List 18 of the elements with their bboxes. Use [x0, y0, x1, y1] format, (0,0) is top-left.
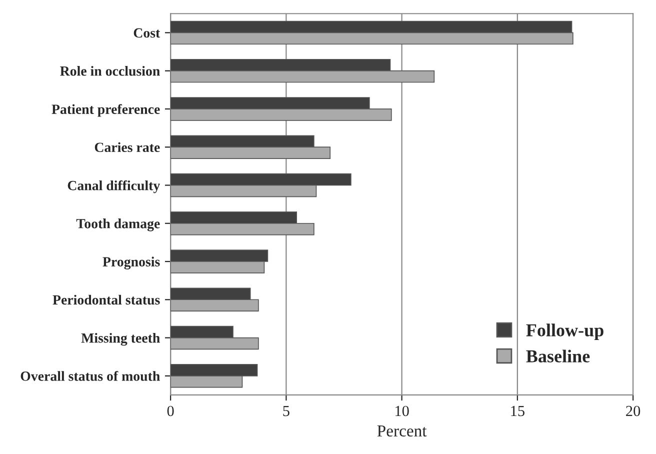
- x-tick-label: 20: [626, 406, 640, 416]
- y-tick-label: Tooth damage: [76, 218, 160, 232]
- x-tick-label: 0: [167, 406, 174, 416]
- x-tick-label: 5: [283, 406, 290, 416]
- y-tick-label: Prognosis: [102, 256, 160, 270]
- y-tick-label: Periodontal status: [52, 294, 160, 305]
- y-tick-label: Role in occlusion: [60, 66, 160, 76]
- legend-label: Follow-up: [526, 324, 604, 340]
- y-tick-label: Missing teeth: [81, 332, 160, 346]
- x-tick-label: 15: [511, 406, 524, 416]
- x-axis-title: Percent: [377, 425, 427, 437]
- y-tick-label: Overall status of mouth: [20, 370, 160, 381]
- y-tick-label: Patient preference: [52, 104, 160, 117]
- x-tick-label: 10: [396, 406, 409, 416]
- y-tick-label: Canal difficulty: [68, 180, 160, 194]
- y-tick-label: Caries rate: [94, 142, 160, 152]
- y-tick-label: Cost: [134, 28, 160, 38]
- legend-label: Baseline: [526, 350, 590, 362]
